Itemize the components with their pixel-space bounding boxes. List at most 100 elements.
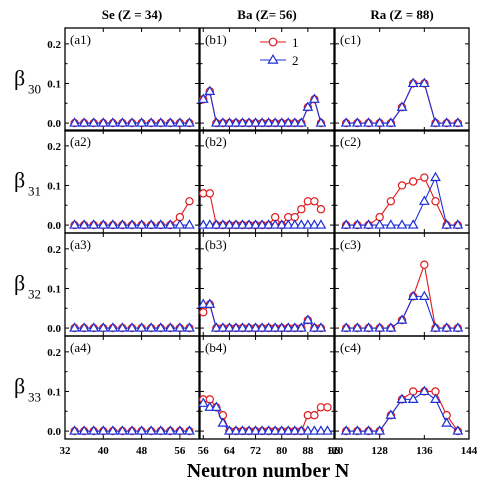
- series-2-point: [374, 117, 386, 127]
- series-2-point: [289, 425, 301, 435]
- series-2-point: [78, 117, 90, 127]
- x-tick-label: 88: [302, 445, 314, 457]
- series-2-point: [117, 322, 128, 332]
- series-2-point: [374, 219, 386, 229]
- series-2-point: [210, 322, 222, 332]
- series-2-point: [452, 117, 464, 127]
- y-tick-label: 0.0: [47, 220, 61, 232]
- series-2-point: [407, 290, 419, 300]
- series-2-point: [197, 219, 209, 229]
- series-2-point: [136, 219, 147, 229]
- series-2-point: [126, 117, 138, 127]
- series-2-point: [263, 322, 275, 332]
- series-2-point: [126, 219, 138, 229]
- series-2-point: [250, 425, 261, 435]
- panel-a1: 0.0 0.1 0.2 (a1): [47, 27, 200, 132]
- series-2-point: [164, 322, 176, 332]
- series-2-point: [430, 117, 441, 127]
- series-2-point: [441, 219, 453, 229]
- legend-label: 2: [292, 53, 299, 68]
- y-tick-label: 0.1: [47, 78, 61, 90]
- series-2-point: [452, 322, 464, 332]
- series-2-point: [210, 117, 222, 127]
- panel-a4: 0.0 0.1 0.2 32 40 48 56 (a4): [47, 335, 200, 457]
- panel-c2: (c2): [334, 129, 470, 234]
- series-2-point: [340, 322, 352, 332]
- series-2-point: [441, 117, 453, 127]
- series-2-point: [117, 219, 128, 229]
- series-2-point: [418, 385, 430, 396]
- legend: 12: [260, 35, 299, 68]
- series-2-point: [88, 117, 100, 127]
- series-2-point: [250, 322, 261, 332]
- y-tick-label: 0.0: [47, 118, 61, 130]
- series-2-point: [269, 219, 281, 229]
- column-title-3: Ra (Z = 88): [370, 7, 433, 22]
- x-tick-label: 96: [329, 445, 341, 457]
- series-2-point: [97, 322, 109, 332]
- series-2-point: [117, 117, 128, 127]
- series-2-point: [174, 425, 186, 435]
- series-2-point: [107, 425, 119, 435]
- x-tick-label: 120: [327, 445, 344, 457]
- x-tick-label: 32: [60, 445, 72, 457]
- series-2-point: [396, 393, 408, 403]
- series-1-point: [408, 177, 418, 186]
- series-2-point: [308, 425, 320, 435]
- series-1-point: [397, 181, 407, 190]
- series-2-point: [230, 322, 242, 332]
- series-2-point: [396, 101, 408, 111]
- series-2-point: [88, 322, 100, 332]
- series-2-point: [88, 425, 100, 435]
- series-2-point: [204, 85, 216, 95]
- series-2-point: [145, 425, 157, 435]
- series-2-point: [269, 322, 281, 332]
- series-2-point: [230, 425, 242, 435]
- series-2-point: [243, 117, 255, 127]
- series-2-point: [230, 219, 242, 229]
- series-2-point: [276, 425, 288, 435]
- series-2-point: [184, 425, 195, 435]
- series-2-point: [217, 219, 229, 229]
- series-2-point: [418, 77, 430, 88]
- series-2-point: [224, 322, 235, 332]
- series-2-point: [308, 219, 320, 229]
- column-title-1: Se (Z = 34): [102, 7, 163, 22]
- panel-label: (a1): [70, 32, 91, 47]
- series-2-point: [396, 219, 408, 229]
- series-1-point: [205, 189, 215, 198]
- series-2-point: [184, 219, 195, 229]
- series-2-point: [145, 219, 157, 229]
- series-2-point: [256, 322, 268, 332]
- panel-label: (c3): [340, 237, 361, 252]
- series-2-point: [224, 219, 235, 229]
- series-2-point: [250, 117, 261, 127]
- series-2-point: [315, 322, 327, 332]
- series-2-point: [289, 219, 301, 229]
- series-2-point: [69, 219, 80, 229]
- series-2-point: [237, 117, 248, 127]
- x-tick-label: 136: [416, 445, 433, 457]
- series-2-point: [117, 425, 128, 435]
- series-2-point: [204, 401, 216, 411]
- series-2-point: [295, 219, 307, 229]
- panel-c3: (c3): [334, 232, 470, 337]
- series-2-point: [174, 219, 186, 229]
- panel-frame: [334, 27, 470, 132]
- panel-frame: [64, 27, 200, 132]
- series-2-point: [197, 93, 209, 103]
- x-tick-label: 80: [276, 445, 288, 457]
- x-tick-label: 56: [198, 445, 210, 457]
- series-2-point: [289, 322, 301, 332]
- series-2-point: [78, 219, 90, 229]
- series-2-point: [363, 219, 374, 229]
- panel-frame: [199, 335, 335, 440]
- row-label-subscript-1: 30: [28, 82, 41, 97]
- series-2-point: [385, 117, 397, 127]
- series-2-point: [351, 322, 363, 332]
- series-2-point: [269, 117, 281, 127]
- series-2-point: [164, 425, 176, 435]
- series-2-point: [88, 219, 100, 229]
- series-2-point: [282, 219, 294, 229]
